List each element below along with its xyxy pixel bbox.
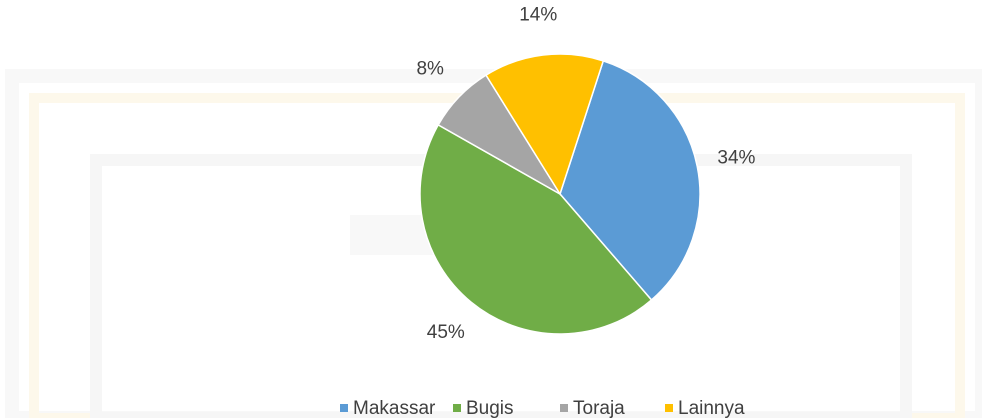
legend-marker: [340, 404, 348, 412]
legend-marker: [665, 404, 673, 412]
legend-label: Bugis: [466, 398, 514, 418]
legend-marker: [560, 404, 568, 412]
data-label: 14%: [519, 4, 557, 25]
legend-label: Toraja: [573, 398, 625, 418]
data-label: 34%: [717, 147, 755, 168]
legend-label: Makassar: [353, 398, 436, 418]
data-label: 8%: [416, 58, 444, 79]
legend-marker: [453, 404, 461, 412]
data-label: 45%: [427, 322, 465, 343]
pie-slice: [559, 59, 701, 302]
pie-slice: [419, 123, 653, 335]
legend-label: Lainnya: [678, 398, 745, 418]
pie-slice: [484, 53, 605, 196]
